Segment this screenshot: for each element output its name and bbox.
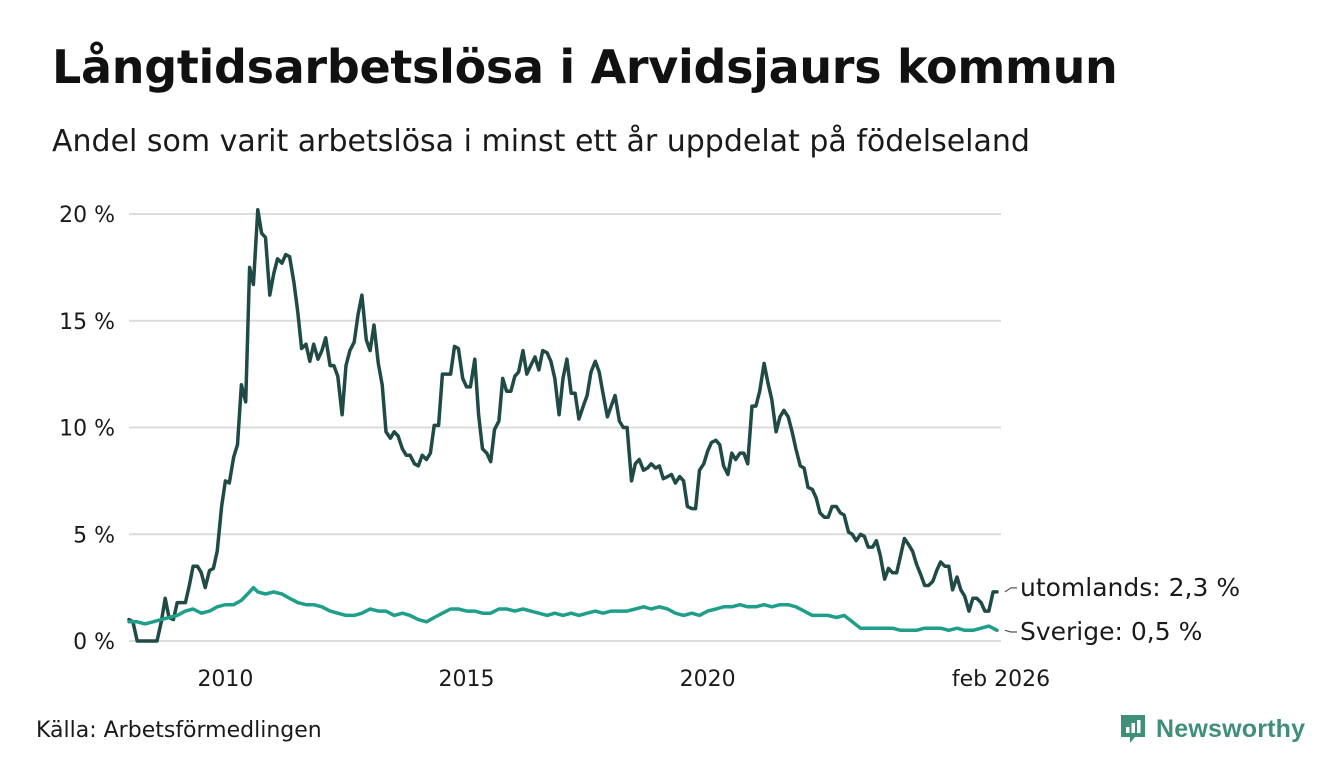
y-axis-labels: 0 % 5 % 10 % 15 % 20 %: [59, 203, 115, 655]
y-tick-label: 20 %: [59, 203, 115, 228]
x-tick-label: feb 2026: [952, 667, 1050, 692]
series-lines: [127, 207, 999, 643]
series-line-utomlands: [127, 207, 999, 643]
y-tick-label: 0 %: [73, 630, 115, 655]
source-note: Källa: Arbetsförmedlingen: [36, 718, 322, 743]
x-tick-label: 2020: [680, 667, 736, 692]
end-labels: utomlands: 2,3 % Sverige: 0,5 %: [1004, 573, 1240, 646]
chart-subtitle: Andel som varit arbetslösa i minst ett å…: [52, 124, 1030, 159]
y-tick-label: 5 %: [73, 523, 115, 548]
newsworthy-logo-text: Newsworthy: [1156, 714, 1306, 743]
y-tick-label: 10 %: [59, 417, 115, 442]
x-tick-label: 2010: [197, 667, 253, 692]
y-tick-label: 15 %: [59, 310, 115, 335]
newsworthy-logo: Newsworthy: [1118, 712, 1305, 746]
end-label-utomlands: utomlands: 2,3 %: [1020, 573, 1240, 602]
gridlines: [129, 213, 1001, 642]
x-axis-labels: 2010 2015 2020 feb 2026: [197, 667, 1050, 692]
newsworthy-logo-icon: [1121, 715, 1145, 743]
end-label-connector: [1004, 587, 1017, 593]
x-tick-label: 2015: [439, 667, 495, 692]
series-line-sverige: [127, 585, 999, 633]
end-label-connector: [1004, 629, 1017, 633]
end-label-sverige: Sverige: 0,5 %: [1020, 617, 1202, 646]
chart-title: Långtidsarbetslösa i Arvidsjaurs kommun: [52, 40, 1118, 94]
